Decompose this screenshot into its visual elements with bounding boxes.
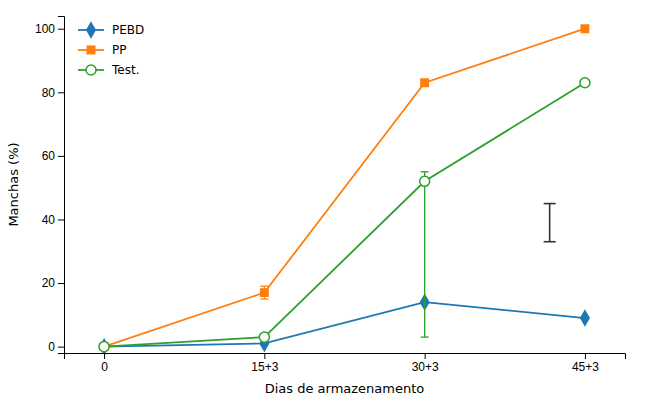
point — [581, 311, 589, 325]
x-tick-mark — [264, 353, 265, 359]
x-tick: 15+3 — [251, 353, 278, 374]
error-bar — [260, 286, 268, 299]
legend-marker — [87, 23, 95, 37]
y-tick-mark — [58, 92, 64, 93]
y-axis-title: Manchas (%) — [6, 142, 21, 226]
x-axis: 0 15+3 30+3 45+3 — [65, 353, 626, 374]
y-tick: 20 — [42, 276, 64, 290]
series — [100, 25, 588, 350]
y-tick: 100 — [35, 22, 64, 36]
error-bar — [421, 172, 429, 337]
y-tick: 40 — [42, 213, 64, 227]
series — [99, 78, 590, 352]
legend-label: Test. — [111, 63, 139, 77]
error-bar-cap — [421, 336, 429, 337]
legend-label: PP — [112, 43, 126, 57]
x-tick-label: 0 — [101, 360, 108, 374]
y-tick-mark — [58, 283, 64, 284]
series-line — [104, 83, 585, 347]
point — [581, 25, 588, 32]
y-tick-mark — [58, 347, 64, 348]
legend-marker — [86, 65, 96, 75]
point — [580, 78, 590, 88]
y-tick-mark — [58, 29, 64, 30]
y-tick-label: 60 — [42, 149, 56, 163]
series-line — [104, 302, 585, 347]
x-axis-title: Dias de armazenamento — [265, 381, 425, 396]
point — [100, 339, 108, 353]
legend-item: PEBD — [78, 23, 144, 37]
x-tick-mark — [104, 353, 105, 359]
legend-marker — [87, 46, 94, 53]
point — [99, 342, 109, 352]
error-bar-cap — [260, 286, 268, 287]
y-axis-line — [58, 17, 65, 354]
marks — [99, 25, 590, 353]
x-tick-label: 30+3 — [412, 360, 439, 374]
x-axis-line — [65, 354, 626, 360]
plot-area: 0 15+3 30+3 45+3 0 20 40 60 80 100 PEBD PP Test. — [35, 17, 626, 374]
y-tick-mark — [58, 219, 64, 220]
chart: 0 15+3 30+3 45+3 0 20 40 60 80 100 PEBD PP Test. Dias… — [0, 0, 645, 405]
point — [421, 79, 428, 86]
x-tick-mark — [585, 353, 586, 359]
y-axis: 0 20 40 60 80 100 — [35, 17, 65, 354]
y-tick-label: 0 — [48, 340, 55, 354]
legend-item: Test. — [78, 63, 139, 77]
legend: PEBD PP Test. — [78, 23, 144, 77]
series-line — [104, 29, 585, 347]
x-tick-label: 15+3 — [251, 360, 278, 374]
point — [420, 176, 430, 186]
standalone-bar-cap — [544, 203, 556, 205]
y-tick: 80 — [42, 86, 64, 100]
y-tick-label: 100 — [35, 22, 55, 36]
standalone-bar-stem — [549, 204, 551, 242]
y-tick-label: 40 — [42, 213, 56, 227]
x-tick-mark — [425, 353, 426, 359]
point — [261, 289, 268, 296]
y-tick-mark — [58, 156, 64, 157]
error-bar-stem — [424, 172, 425, 337]
x-tick: 0 — [101, 353, 108, 374]
legend-item: PP — [78, 43, 126, 57]
standalone-bar-cap — [544, 241, 556, 243]
standalone-error-bar — [544, 204, 556, 242]
y-tick-label: 80 — [42, 86, 56, 100]
error-bar-cap — [260, 298, 268, 299]
y-tick: 60 — [42, 149, 64, 163]
x-tick: 45+3 — [572, 353, 599, 374]
error-bar-cap — [421, 171, 429, 172]
x-tick: 30+3 — [412, 353, 439, 374]
legend-label: PEBD — [112, 23, 144, 37]
x-tick-label: 45+3 — [572, 360, 599, 374]
y-tick-label: 20 — [42, 276, 56, 290]
point — [259, 332, 269, 342]
y-tick: 0 — [48, 340, 64, 354]
